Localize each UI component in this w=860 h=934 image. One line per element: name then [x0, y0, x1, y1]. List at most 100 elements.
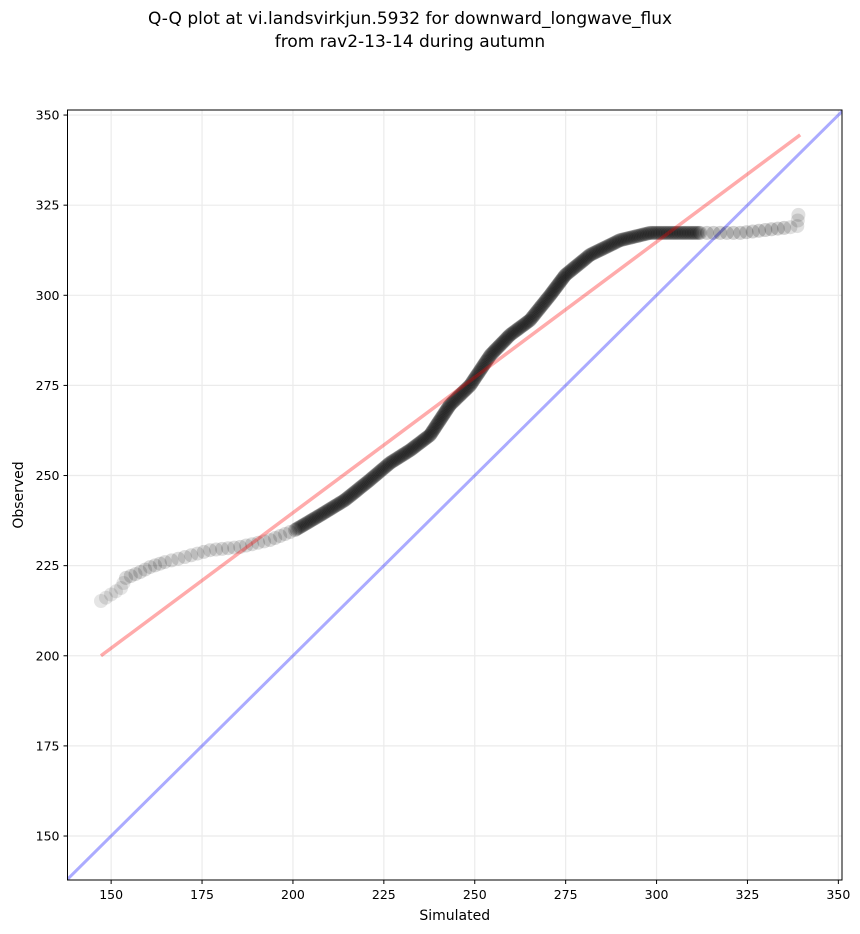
- quantile-point: [423, 426, 438, 441]
- quantile-point: [296, 518, 311, 532]
- quantile-point: [544, 286, 559, 301]
- quantile-point: [487, 343, 502, 358]
- quantile-point: [184, 548, 199, 563]
- quantile-point: [354, 479, 369, 494]
- quantile-point: [699, 225, 714, 240]
- quantile-point: [597, 240, 612, 255]
- quantile-point: [310, 509, 325, 524]
- quantile-point: [445, 395, 460, 410]
- quantile-point: [654, 225, 669, 240]
- quantile-point: [790, 219, 805, 234]
- quantile-point: [667, 225, 682, 240]
- quantile-point: [413, 435, 427, 450]
- quantile-point: [376, 461, 391, 476]
- quantile-point: [641, 226, 656, 241]
- quantile-point: [138, 562, 153, 577]
- quantile-point: [128, 567, 143, 582]
- quantile-point: [568, 260, 583, 274]
- quantile-point: [670, 225, 685, 240]
- quantile-point: [627, 229, 642, 244]
- quantile-point: [332, 496, 347, 511]
- quantile-point: [203, 543, 217, 558]
- quantile-point: [468, 369, 483, 384]
- quantile-point: [542, 289, 557, 304]
- quantile-point: [529, 305, 544, 320]
- y-tick-label: 325: [36, 198, 60, 213]
- y-tick-label: 150: [36, 829, 60, 844]
- quantile-point: [306, 512, 321, 527]
- quantile-point: [288, 523, 303, 537]
- quantile-point: [473, 363, 488, 378]
- quantile-point: [559, 267, 574, 282]
- x-axis-label: Simulated: [419, 908, 490, 924]
- quantile-point: [538, 294, 553, 309]
- quantile-point: [477, 356, 492, 371]
- quantile-point: [624, 230, 639, 245]
- quantile-point: [289, 522, 304, 537]
- quantile-point: [726, 225, 741, 240]
- quantile-point: [317, 505, 332, 520]
- quantile-point: [381, 457, 396, 471]
- quantile-point: [587, 245, 602, 260]
- quantile-point: [535, 298, 550, 312]
- quantile-point: [464, 376, 479, 391]
- x-tick-label: 275: [554, 887, 578, 902]
- quantile-point: [420, 430, 435, 445]
- quantile-point: [475, 360, 490, 375]
- quantile-point: [446, 394, 461, 409]
- one-to-one-line: [67, 110, 842, 880]
- quantile-point: [360, 474, 375, 489]
- quantile-point: [302, 514, 317, 529]
- quantile-point: [635, 227, 650, 242]
- quantile-point: [526, 309, 541, 324]
- quantile-point: [472, 364, 487, 379]
- quantile-point: [564, 263, 579, 278]
- quantile-point: [551, 276, 566, 291]
- quantile-point: [295, 518, 310, 533]
- quantile-point: [467, 371, 482, 386]
- quantile-point: [566, 261, 581, 275]
- quantile-point: [177, 550, 192, 564]
- quantile-point: [601, 238, 616, 253]
- quantile-point: [514, 319, 529, 334]
- quantile-point: [353, 480, 367, 495]
- quantile-point: [432, 413, 447, 428]
- quantile-point: [523, 313, 537, 328]
- quantile-point: [533, 300, 548, 315]
- quantile-point: [616, 232, 631, 247]
- quantile-point: [570, 258, 585, 272]
- quantile-point: [739, 225, 754, 240]
- quantile-point: [418, 431, 432, 446]
- quantile-point: [437, 405, 452, 420]
- quantile-point: [783, 220, 798, 235]
- quantile-point: [550, 278, 565, 292]
- quantile-point: [649, 225, 664, 240]
- quantile-point: [239, 538, 254, 553]
- quantile-point: [470, 367, 485, 382]
- quantile-point: [454, 386, 469, 401]
- quantile-point: [209, 542, 224, 557]
- grid: [67, 110, 842, 880]
- quantile-point: [164, 553, 179, 568]
- chart-title: Q-Q plot at vi.landsvirkjun.5932 for dow…: [0, 8, 820, 54]
- quantile-point: [638, 227, 653, 242]
- quantile-point: [483, 348, 498, 363]
- quantile-point: [496, 334, 511, 349]
- quantile-point: [565, 262, 580, 276]
- y-tick-label: 175: [36, 738, 60, 753]
- quantile-point: [770, 221, 785, 236]
- quantile-point: [343, 489, 357, 503]
- quantile-point: [391, 450, 405, 465]
- quantile-point: [691, 225, 706, 240]
- quantile-point: [318, 504, 333, 519]
- quantile-point: [539, 293, 554, 307]
- quantile-point: [109, 584, 123, 599]
- quantile-point: [361, 473, 376, 488]
- quantile-point: [251, 535, 266, 550]
- quantile-point: [257, 534, 272, 549]
- quantile-point: [430, 416, 445, 431]
- quantile-point: [309, 510, 323, 525]
- quantile-point: [435, 409, 450, 424]
- quantile-point: [378, 460, 392, 475]
- y-tick-label: 350: [36, 108, 60, 123]
